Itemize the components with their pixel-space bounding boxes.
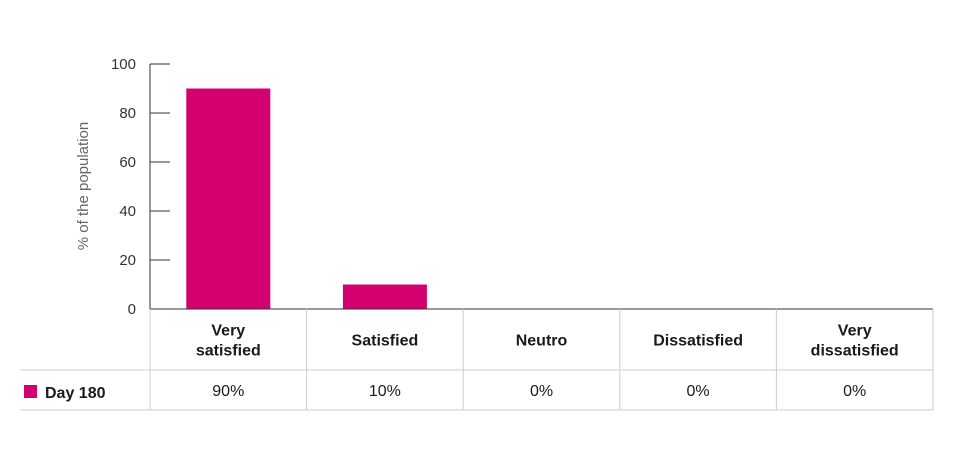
y-tick-label: 0 bbox=[128, 301, 136, 318]
bar bbox=[186, 88, 271, 309]
bars bbox=[186, 88, 427, 309]
data-label: 0% bbox=[687, 383, 710, 400]
y-tick-label: 40 bbox=[119, 203, 136, 220]
y-tick-label: 100 bbox=[111, 56, 136, 73]
x-tick-label: Dissatisfied bbox=[653, 333, 743, 350]
x-tick-label: Very dissatisfied bbox=[811, 323, 899, 360]
data-label: 10% bbox=[369, 383, 401, 400]
legend-swatch bbox=[24, 385, 37, 398]
y-tick-label: 80 bbox=[119, 105, 136, 122]
data-label: 0% bbox=[843, 383, 866, 400]
y-tick-label: 60 bbox=[119, 154, 136, 171]
x-tick-label: Very satisfied bbox=[196, 323, 261, 360]
data-table: Very satisfied Satisfied Neutro Dissatisfied… bbox=[20, 309, 934, 411]
data-label: 90% bbox=[212, 383, 244, 400]
data-label: 0% bbox=[530, 383, 553, 400]
legend: Day 180 bbox=[24, 385, 106, 402]
x-tick-label: Satisfied bbox=[352, 333, 419, 350]
y-axis-label: % of the population bbox=[75, 122, 92, 250]
y-ticks: 0 20 40 60 80 100 bbox=[111, 56, 170, 318]
legend-label: Day 180 bbox=[45, 385, 106, 402]
bar bbox=[342, 284, 427, 309]
x-tick-label: Neutro bbox=[516, 333, 568, 350]
y-tick-label: 20 bbox=[119, 252, 136, 269]
